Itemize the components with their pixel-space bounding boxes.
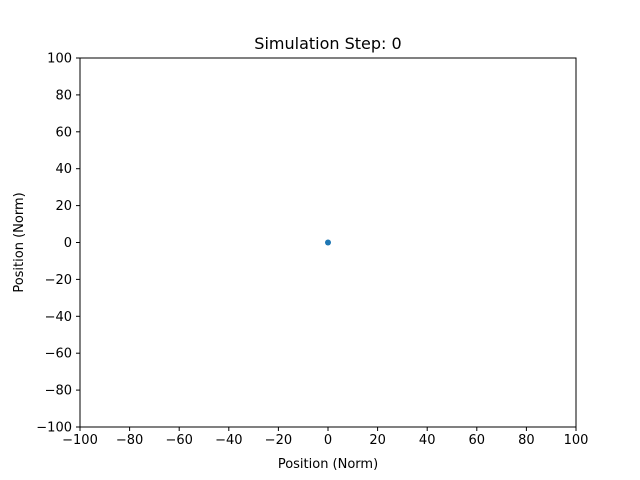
y-tick-label: 100 [47, 52, 72, 67]
x-tick-label: −40 [215, 433, 242, 448]
data-points [325, 239, 331, 246]
y-tick-label: −80 [45, 384, 72, 399]
y-tick-label: −60 [45, 347, 72, 362]
x-tick-label: 80 [518, 433, 535, 448]
y-tick-label: 40 [55, 162, 72, 177]
y-axis-label: Position (Norm) [12, 192, 27, 292]
x-tick-label: −60 [165, 433, 192, 448]
x-tick-label: −80 [116, 433, 143, 448]
y-tick-label: 0 [64, 236, 72, 251]
y-tick-label: 20 [55, 199, 72, 214]
y-tick-label: 80 [55, 88, 72, 103]
x-tick-label: 100 [564, 433, 589, 448]
chart-title: Simulation Step: 0 [254, 34, 401, 53]
x-tick-label: 60 [469, 433, 486, 448]
x-tick-label: −20 [265, 433, 292, 448]
x-tick-label: −100 [62, 433, 98, 448]
x-axis-label: Position (Norm) [278, 457, 378, 472]
y-tick-label: −40 [45, 310, 72, 325]
y-tick-label: 60 [55, 125, 72, 140]
x-axis: −100 −80 −60 −40 −20 0 20 40 60 80 100 [62, 427, 588, 448]
x-tick-label: 40 [419, 433, 436, 448]
x-tick-label: 0 [324, 433, 332, 448]
y-axis: −100 −80 −60 −40 −20 0 20 40 60 80 100 [36, 52, 80, 436]
data-point [325, 239, 331, 246]
y-tick-label: −20 [45, 273, 72, 288]
y-tick-label: −100 [36, 421, 72, 436]
x-tick-label: 20 [369, 433, 386, 448]
